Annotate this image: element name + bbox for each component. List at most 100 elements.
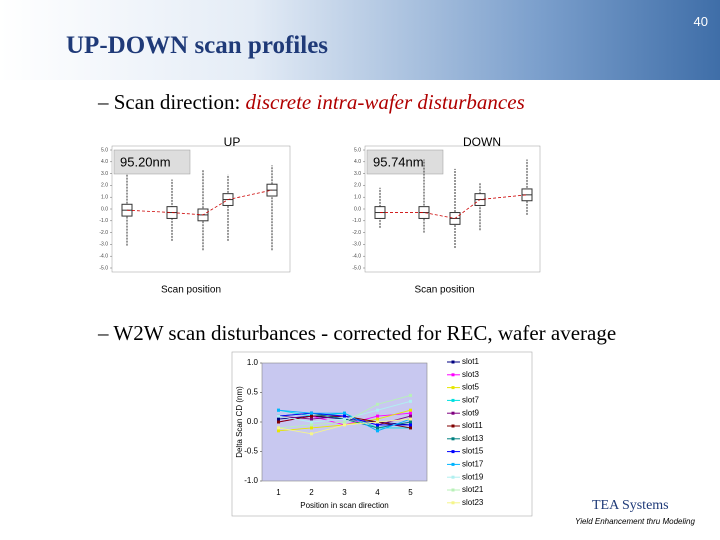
legend-entry: slot7 [462, 396, 479, 405]
point [310, 426, 313, 430]
point [376, 423, 379, 427]
point [376, 402, 379, 406]
annotation: 95.20nm [120, 154, 171, 169]
point [343, 420, 346, 424]
y-tick-label: 0.0 [247, 417, 259, 426]
legend-marker [451, 437, 455, 441]
point [277, 429, 280, 433]
point [277, 420, 280, 424]
y-tick-label: 1.0 [354, 195, 361, 201]
legend-entry: slot17 [462, 460, 484, 469]
legend-entry: slot9 [462, 408, 479, 417]
x-tick-label: 4 [375, 488, 380, 497]
legend-entry: slot19 [462, 472, 484, 481]
y-tick-label: -1.0 [99, 218, 108, 224]
slide-title: UP-DOWN scan profiles [66, 32, 329, 59]
slide-number: 40 [693, 14, 708, 29]
point [310, 420, 313, 424]
y-tick-label: 4.0 [354, 159, 361, 165]
y-tick-label: -5.0 [352, 265, 361, 271]
point [409, 420, 412, 424]
legend-marker [451, 475, 455, 479]
point [376, 414, 379, 418]
legend-entry: slot3 [462, 370, 479, 379]
point [409, 399, 412, 403]
legend-marker [451, 411, 455, 415]
y-tick-label: 1.0 [101, 195, 108, 201]
legend-entry: slot23 [462, 498, 484, 507]
point [310, 411, 313, 415]
annotation: 95.74nm [373, 154, 424, 169]
chart-title: UP [224, 135, 241, 149]
x-tick-label: 1 [276, 488, 281, 497]
point [277, 414, 280, 418]
legend-marker [451, 373, 455, 377]
x-tick-label: 5 [408, 488, 413, 497]
annotation-box [366, 149, 444, 175]
chart-title: DOWN [463, 135, 501, 149]
point [343, 414, 346, 418]
point [277, 408, 280, 412]
y-tick-label: -5.0 [99, 265, 108, 271]
header-band [0, 0, 720, 80]
annotation-box [113, 149, 191, 175]
y-tick-label: 3.0 [354, 171, 361, 177]
bullet-marker: – [98, 321, 109, 345]
y-tick-label: 4.0 [101, 159, 108, 165]
point [376, 420, 379, 424]
legend-entry: slot15 [462, 447, 484, 456]
y-tick-label: -1.0 [352, 218, 361, 224]
bullet: – Scan direction: discrete intra-wafer d… [98, 90, 525, 115]
y-tick-label: -2.0 [352, 230, 361, 236]
y-tick-label: 0.0 [354, 206, 361, 212]
legend-marker [451, 386, 455, 390]
point [376, 429, 379, 433]
legend-marker [451, 501, 455, 505]
point [310, 432, 313, 436]
legend-marker [451, 450, 455, 454]
y-tick-label: 0.0 [101, 206, 108, 212]
y-tick-label: -0.5 [244, 447, 258, 456]
point [409, 393, 412, 397]
y-tick-label: 5.0 [354, 147, 361, 153]
point [343, 411, 346, 415]
point [409, 423, 412, 427]
legend-marker [451, 398, 455, 402]
y-tick-label: 0.5 [247, 388, 259, 397]
x-axis-label: Scan position [161, 285, 221, 296]
x-tick-label: 2 [309, 488, 314, 497]
x-axis-label: Scan position [414, 285, 474, 296]
y-tick-label: -4.0 [99, 254, 108, 260]
point [409, 417, 412, 421]
x-axis-label: Position in scan direction [300, 501, 389, 510]
legend-entry: slot21 [462, 485, 484, 494]
point [310, 417, 313, 421]
point [277, 417, 280, 421]
footer-company: TEA Systems [592, 498, 669, 513]
footer-tagline: Yield Enhancement thru Modeling [575, 517, 695, 526]
legend-entry: slot11 [462, 421, 483, 430]
y-axis-label: Delta Scan CD (nm) [235, 386, 244, 458]
y-tick-label: 2.0 [101, 183, 108, 189]
point [310, 414, 313, 418]
y-tick-label: -2.0 [99, 230, 108, 236]
bullet-marker: – [98, 90, 109, 114]
bullet-emphasis: discrete intra-wafer disturbances [245, 90, 525, 114]
y-tick-label: -4.0 [352, 254, 361, 260]
legend-entry: slot13 [462, 434, 484, 443]
legend-entry: slot1 [462, 357, 479, 366]
median-line [126, 189, 273, 216]
y-tick-label: -1.0 [244, 476, 258, 485]
point [376, 426, 379, 430]
y-tick-label: 2.0 [354, 183, 361, 189]
legend-marker [451, 424, 455, 428]
bullet-text: W2W scan disturbances - corrected for RE… [113, 321, 617, 345]
bullet-text: Scan direction: [113, 90, 246, 114]
legend-entry: slot5 [462, 383, 479, 392]
point [277, 426, 280, 430]
point [409, 411, 412, 415]
point [343, 417, 346, 421]
y-tick-label: -3.0 [352, 242, 361, 248]
y-tick-label: 5.0 [101, 147, 108, 153]
